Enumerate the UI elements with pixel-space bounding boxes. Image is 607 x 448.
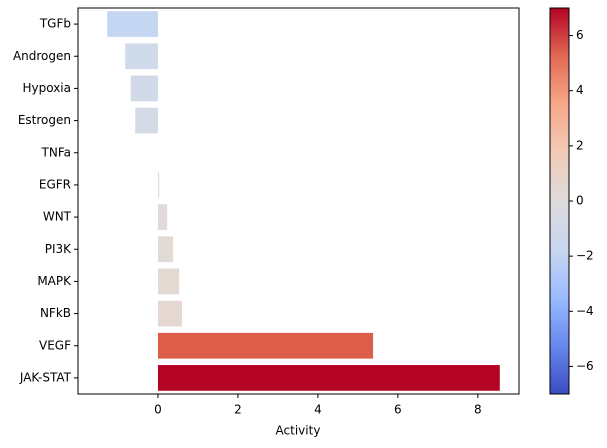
y-tick-label: TGFb (39, 17, 71, 31)
bar (157, 300, 182, 327)
x-tick-label: 0 (154, 403, 162, 417)
x-axis-label: Activity (276, 424, 321, 438)
plot-frame (77, 7, 520, 395)
bar (157, 236, 174, 263)
y-tick-label: PI3K (45, 242, 72, 256)
colorbar-tick-label: 4 (576, 83, 584, 97)
y-tick-label: NFkB (40, 306, 71, 320)
x-tick-label: 6 (394, 403, 402, 417)
y-tick-label: WNT (43, 210, 72, 224)
colorbar-tick-label: 2 (576, 138, 584, 152)
y-tick-label: VEGF (39, 338, 71, 352)
y-tick-label: Hypoxia (22, 81, 71, 95)
colorbar-tick-label: −6 (576, 359, 594, 373)
bar (157, 204, 168, 230)
bar (157, 332, 374, 359)
colorbar (549, 7, 570, 395)
bar (157, 172, 160, 198)
bar (107, 11, 158, 37)
bar (130, 75, 158, 102)
colorbar-tick-label: −4 (576, 304, 594, 318)
bar (125, 43, 158, 70)
colorbar-tick-label: 6 (576, 28, 584, 42)
x-tick-label: 2 (234, 403, 242, 417)
y-tick-label: TNFa (41, 145, 71, 159)
colorbar-tick-label: −2 (576, 249, 594, 263)
y-tick-label: Estrogen (18, 113, 71, 127)
bar (157, 268, 180, 295)
bar (135, 107, 158, 134)
y-tick-label: Androgen (13, 49, 71, 63)
colorbar-tick-label: 0 (576, 194, 584, 208)
y-tick-label: JAK-STAT (19, 370, 72, 384)
y-tick-label: EGFR (39, 177, 71, 191)
x-tick-label: 4 (314, 403, 322, 417)
y-tick-label: MAPK (37, 274, 72, 288)
bar (157, 365, 500, 391)
x-tick-label: 8 (474, 403, 482, 417)
